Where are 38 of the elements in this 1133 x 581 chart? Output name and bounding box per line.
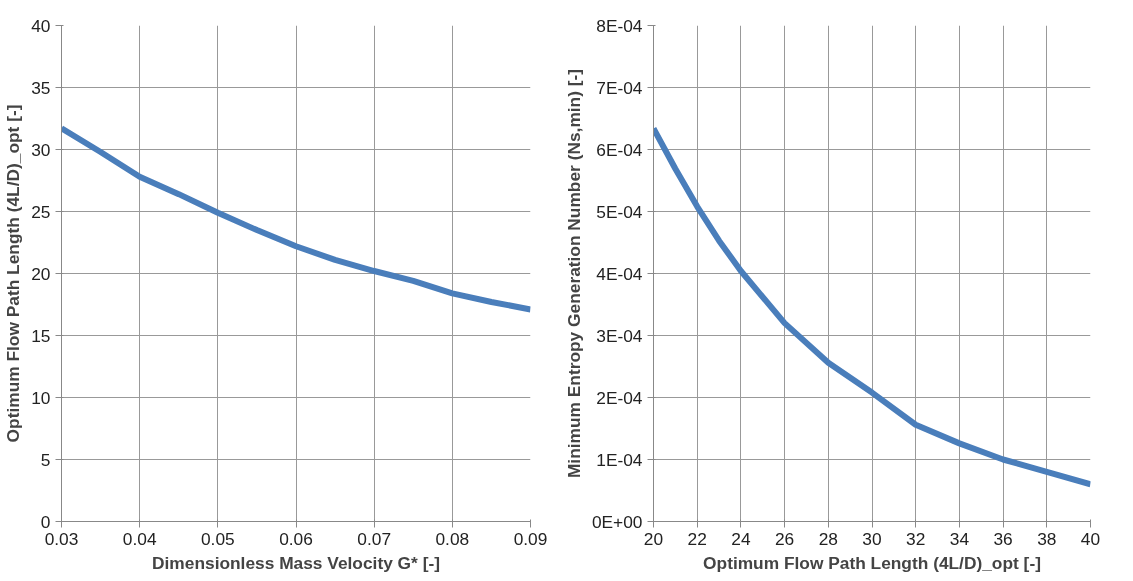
x-tick-label: 20 <box>643 528 664 549</box>
y-tick-label: 0E+00 <box>591 511 643 532</box>
y-tick-label: 2E-04 <box>596 387 643 408</box>
x-tick-label: 26 <box>774 528 795 549</box>
y-tick-label: 10 <box>31 387 51 408</box>
y-tick-label: 5 <box>40 449 51 470</box>
y-tick-label: 25 <box>31 201 51 222</box>
y-tick-label: 4E-04 <box>596 263 643 284</box>
x-tick-label: 40 <box>1080 528 1101 549</box>
y-tick-label: 3E-04 <box>596 325 643 346</box>
x-tick-label: 0.04 <box>122 528 157 549</box>
x-tick-label: 0.07 <box>357 528 392 549</box>
x-tick-label: 36 <box>993 528 1013 549</box>
y-axis-title: Optimum Flow Path Length (4L/D)_opt [-] <box>3 104 24 443</box>
y-tick-label: 30 <box>31 139 51 160</box>
x-tick-label: 0.08 <box>435 528 470 549</box>
x-tick-label: 30 <box>862 528 882 549</box>
x-axis-title: Optimum Flow Path Length (4L/D)_opt [-] <box>703 552 1041 573</box>
x-tick-label: 34 <box>949 528 970 549</box>
y-tick-label: 15 <box>31 325 51 346</box>
y-tick-label: 8E-04 <box>596 15 643 36</box>
y-tick-label: 6E-04 <box>596 139 643 160</box>
y-tick-label: 7E-04 <box>596 77 643 98</box>
y-axis-title: Minimum Entropy Generation Number (Ns,min) [-] <box>563 68 584 479</box>
x-tick-label: 0.05 <box>200 528 235 549</box>
x-tick-label: 22 <box>687 528 707 549</box>
x-tick-label: 28 <box>818 528 838 549</box>
x-tick-label: 24 <box>731 528 751 549</box>
y-tick-label: 20 <box>31 263 51 284</box>
x-tick-label: 0.09 <box>513 528 548 549</box>
y-tick-label: 35 <box>31 77 51 98</box>
y-tick-label: 1E-04 <box>596 449 643 470</box>
x-tick-label: 0.06 <box>279 528 313 549</box>
y-tick-label: 5E-04 <box>596 201 643 222</box>
x-tick-label: 38 <box>1037 528 1057 549</box>
x-axis-title: Dimensionless Mass Velocity G* [-] <box>152 552 440 573</box>
x-tick-label: 32 <box>906 528 926 549</box>
y-tick-label: 40 <box>31 15 51 36</box>
